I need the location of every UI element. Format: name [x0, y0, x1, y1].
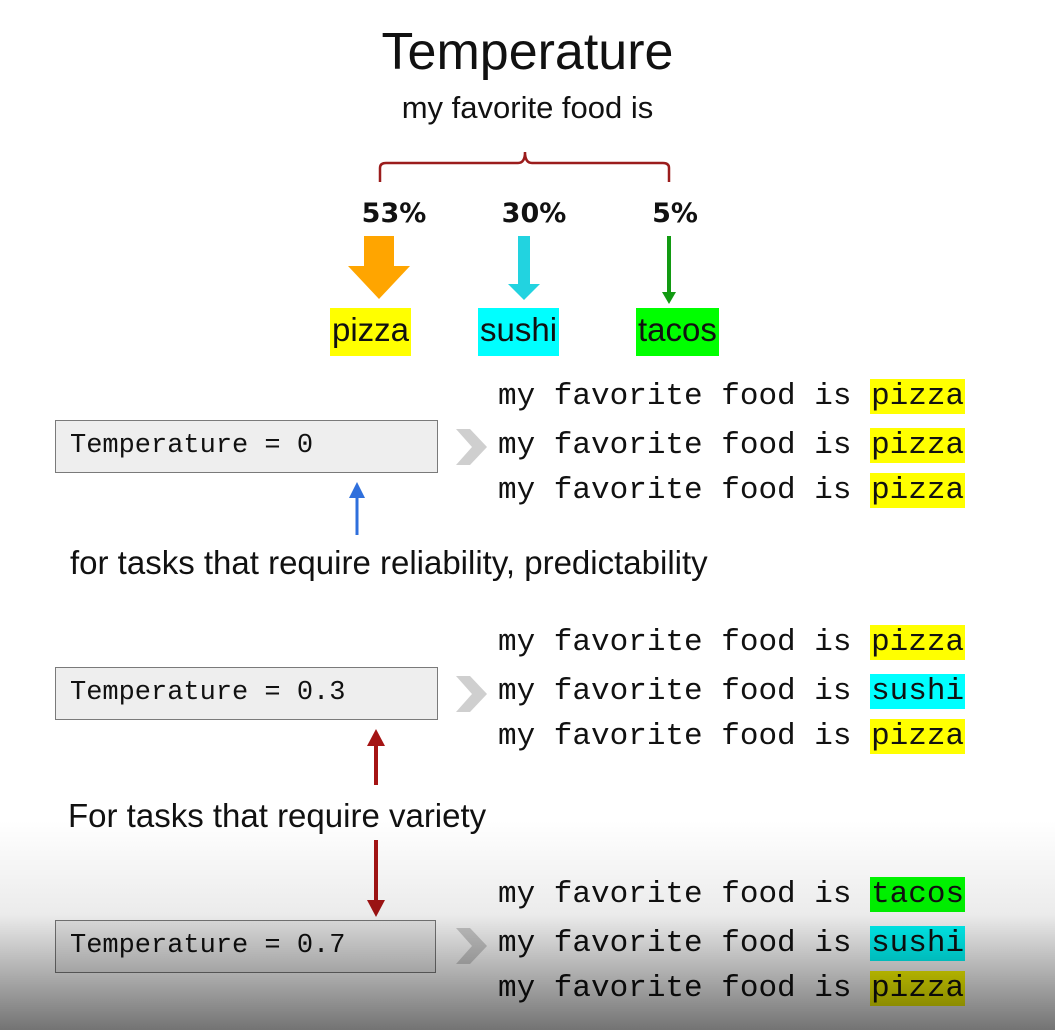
pizza-word-box: pizza — [330, 308, 412, 356]
temperature-0-3-box: Temperature = 0.3 — [55, 667, 438, 720]
chevron-right-icon — [456, 429, 487, 465]
completion-line: my favorite food is pizza — [498, 971, 966, 1006]
sushi-arrow-icon — [508, 236, 540, 300]
completion-line: my favorite food is pizza — [498, 625, 966, 660]
blue-arrow-up-icon — [349, 482, 365, 535]
sushi-word-box: sushi — [478, 308, 560, 356]
prompt-text: my favorite food is — [401, 90, 654, 125]
tacos-percent: 5% — [652, 198, 698, 229]
completion-line: my favorite food is pizza — [498, 379, 966, 414]
completion-line: my favorite food is pizza — [498, 473, 966, 508]
completion-line: my favorite food is sushi — [498, 674, 966, 709]
tacos-word-box: tacos — [636, 308, 719, 356]
bracket-icon — [378, 151, 671, 182]
red-arrow-down-icon — [367, 840, 385, 917]
completion-line: my favorite food is tacos — [498, 877, 966, 912]
tacos-arrow-icon — [662, 236, 676, 304]
distribution-graphics — [348, 151, 676, 304]
chevron-right-icon — [456, 676, 487, 712]
sushi-percent: 30% — [501, 198, 567, 229]
variety-note: For tasks that require variety — [68, 797, 487, 834]
pizza-percent: 53% — [361, 198, 427, 229]
completion-line: my favorite food is sushi — [498, 926, 966, 961]
completion-line: my favorite food is pizza — [498, 719, 966, 754]
chevron-right-icon — [456, 928, 487, 964]
reliability-note: for tasks that require reliability, pred… — [70, 544, 708, 581]
pizza-arrow-icon — [348, 236, 410, 299]
completion-line: my favorite food is pizza — [498, 428, 966, 463]
diagram-title: Temperature — [381, 23, 674, 81]
temperature-0-box: Temperature = 0 — [55, 420, 438, 473]
red-arrow-up-icon — [367, 729, 385, 785]
